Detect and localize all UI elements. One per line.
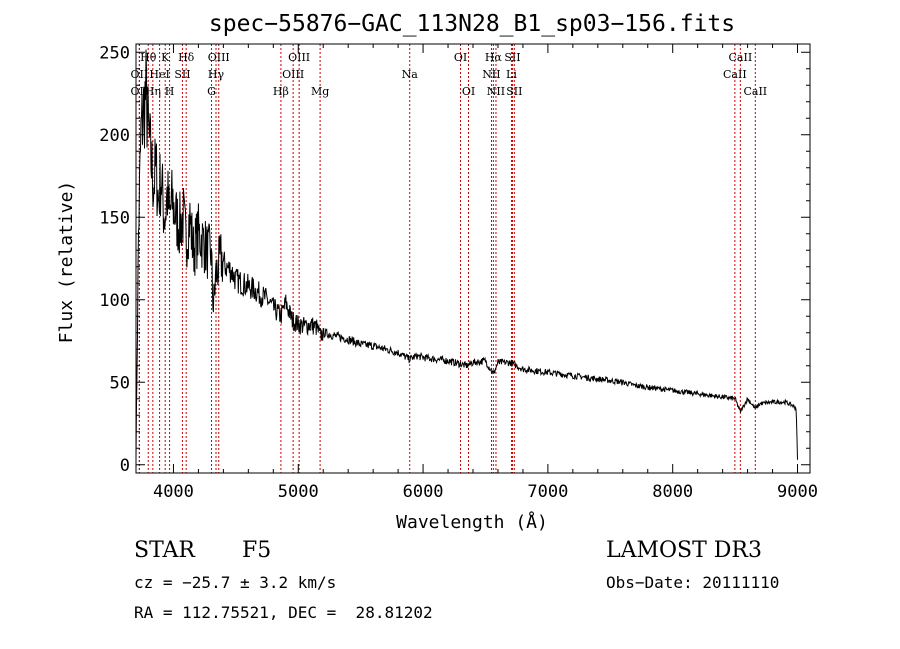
marker-label: K: [161, 51, 170, 64]
marker-label: NII: [487, 85, 505, 98]
marker-label: Hγ: [208, 68, 225, 81]
observation-date: Obs−Date: 20111110: [606, 573, 780, 592]
marker-label: CaII: [729, 51, 753, 64]
x-tick-label: 4000: [153, 482, 194, 502]
marker-label: OI: [454, 51, 467, 64]
y-tick-label: 250: [99, 43, 130, 63]
y-axis: 0 50 100 150 200 250: [99, 43, 810, 476]
marker-label: Hθ: [140, 51, 157, 64]
y-axis-label: Flux (relative): [56, 181, 77, 344]
marker-label: Hη: [145, 85, 161, 98]
marker-label: OI: [462, 85, 475, 98]
x-axis: 4000 5000 6000 7000 8000 9000: [153, 44, 818, 502]
y-tick-label: 0: [120, 456, 130, 476]
y-tick-label: 200: [99, 126, 130, 146]
coordinates: RA = 112.75521, DEC = 28.81202: [134, 603, 433, 622]
marker-label: CaII: [743, 85, 767, 98]
y-tick-label: 100: [99, 291, 130, 311]
marker-label: OIII: [208, 51, 230, 64]
marker-label: OIII: [282, 68, 304, 81]
marker-label: NII: [482, 68, 500, 81]
marker-label: SII: [174, 68, 190, 81]
marker-label: Hδ: [178, 51, 195, 64]
marker-label: CaII: [723, 68, 747, 81]
x-tick-label: 5000: [278, 482, 319, 502]
marker-label: Mg: [311, 85, 329, 98]
spectral-line-markers: [138, 44, 756, 473]
object-class: STAR: [134, 538, 195, 563]
x-tick-label: 6000: [403, 482, 444, 502]
x-tick-label: 9000: [777, 482, 818, 502]
marker-label: OII: [131, 85, 149, 98]
marker-label: H: [165, 85, 175, 98]
marker-label: OIII: [288, 51, 310, 64]
marker-label: Na: [402, 68, 419, 81]
object-subclass: F5: [242, 538, 272, 563]
y-tick-label: 150: [99, 208, 130, 228]
x-axis-label: Wavelength (Å): [396, 511, 548, 533]
marker-label: G: [207, 85, 216, 98]
x-tick-label: 8000: [652, 482, 693, 502]
spectrum-line: [135, 49, 798, 460]
marker-label: SII: [504, 51, 520, 64]
chart-title: spec−55876−GAC_113N28_B1_sp03−156.fits: [209, 11, 735, 37]
redshift-value: cz = −25.7 ± 3.2 km/s: [134, 573, 337, 592]
marker-label: OII: [131, 68, 149, 81]
marker-label: Li: [506, 68, 517, 81]
marker-label: Hα: [485, 51, 503, 64]
marker-label: Hβ: [273, 85, 289, 98]
survey-name: LAMOST DR3: [606, 538, 762, 563]
marker-label: HeI: [149, 68, 169, 81]
y-tick-label: 50: [110, 373, 130, 393]
x-tick-label: 7000: [527, 482, 568, 502]
plot-frame: [135, 43, 811, 474]
marker-label: SII: [506, 85, 522, 98]
